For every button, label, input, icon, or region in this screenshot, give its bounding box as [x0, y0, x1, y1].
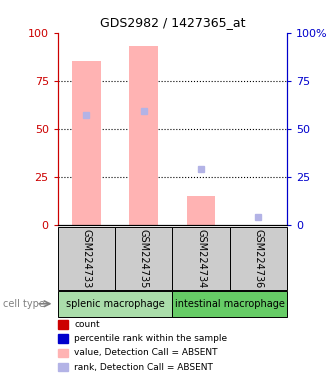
- Text: splenic macrophage: splenic macrophage: [66, 299, 164, 309]
- Text: cell type: cell type: [3, 299, 45, 309]
- Title: GDS2982 / 1427365_at: GDS2982 / 1427365_at: [100, 16, 245, 29]
- Bar: [129, 46, 158, 225]
- Text: value, Detection Call = ABSENT: value, Detection Call = ABSENT: [74, 348, 218, 358]
- Text: GSM224734: GSM224734: [196, 228, 206, 288]
- Bar: [115, 227, 173, 290]
- Text: GSM224736: GSM224736: [253, 228, 263, 288]
- Bar: [187, 196, 215, 225]
- Bar: [58, 227, 115, 290]
- Bar: [230, 227, 287, 290]
- Text: GSM224733: GSM224733: [82, 228, 91, 288]
- Text: intestinal macrophage: intestinal macrophage: [175, 299, 285, 309]
- Text: rank, Detection Call = ABSENT: rank, Detection Call = ABSENT: [74, 362, 213, 372]
- Text: count: count: [74, 320, 100, 329]
- Bar: [72, 61, 101, 225]
- Text: percentile rank within the sample: percentile rank within the sample: [74, 334, 227, 343]
- Bar: [173, 291, 287, 317]
- Bar: [173, 227, 230, 290]
- Text: GSM224735: GSM224735: [139, 228, 149, 288]
- Bar: [58, 291, 173, 317]
